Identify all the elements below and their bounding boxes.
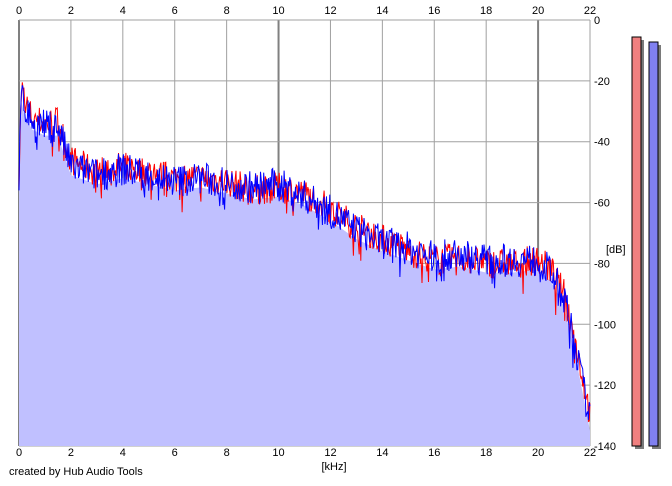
level-meter-bar xyxy=(648,41,659,447)
y-tick-label: -140 xyxy=(594,441,616,453)
series-line-blue xyxy=(18,85,591,420)
x-tick-label: 4 xyxy=(120,5,126,17)
x-tick-label: 10 xyxy=(272,447,284,459)
x-tick-label: 14 xyxy=(376,447,388,459)
x-tick-label: 22 xyxy=(584,447,596,459)
y-tick-label: -100 xyxy=(594,319,616,331)
x-tick-label: 22 xyxy=(584,5,596,17)
x-axis-label: [kHz] xyxy=(321,461,346,473)
y-axis-ticks: 0 -20 -40 -60 -80 -100 -120 -140 xyxy=(594,15,616,453)
y-tick-label: -120 xyxy=(594,380,616,392)
x-tick-label: 6 xyxy=(172,447,178,459)
x-tick-label: 2 xyxy=(68,5,74,17)
x-tick-label: 14 xyxy=(376,5,388,17)
x-tick-label: 0 xyxy=(16,447,22,459)
x-tick-label: 8 xyxy=(224,5,230,17)
x-tick-label: 2 xyxy=(68,447,74,459)
level-meters xyxy=(631,36,661,449)
y-tick-label: -40 xyxy=(594,137,610,149)
x-tick-label: 12 xyxy=(324,447,336,459)
x-tick-label: 16 xyxy=(428,447,440,459)
x-tick-label: 6 xyxy=(172,5,178,17)
y-tick-label: -60 xyxy=(594,198,610,210)
level-meter-bar xyxy=(631,36,642,447)
credit-text: created by Hub Audio Tools xyxy=(9,466,143,478)
y-tick-label: -80 xyxy=(594,258,610,270)
spectrum-fill xyxy=(19,102,590,446)
x-tick-label: 0 xyxy=(16,5,22,17)
y-tick-label: 0 xyxy=(594,15,600,27)
x-tick-label: 16 xyxy=(428,5,440,17)
x-tick-label: 12 xyxy=(324,5,336,17)
x-tick-label: 8 xyxy=(224,447,230,459)
x-tick-label: 18 xyxy=(480,5,492,17)
y-axis-label: [dB] xyxy=(606,244,626,256)
x-tick-label: 18 xyxy=(480,447,492,459)
x-tick-label: 4 xyxy=(120,447,126,459)
y-tick-label: -20 xyxy=(594,76,610,88)
x-tick-label: 20 xyxy=(532,447,544,459)
x-tick-label: 20 xyxy=(532,5,544,17)
x-tick-label: 10 xyxy=(272,5,284,17)
